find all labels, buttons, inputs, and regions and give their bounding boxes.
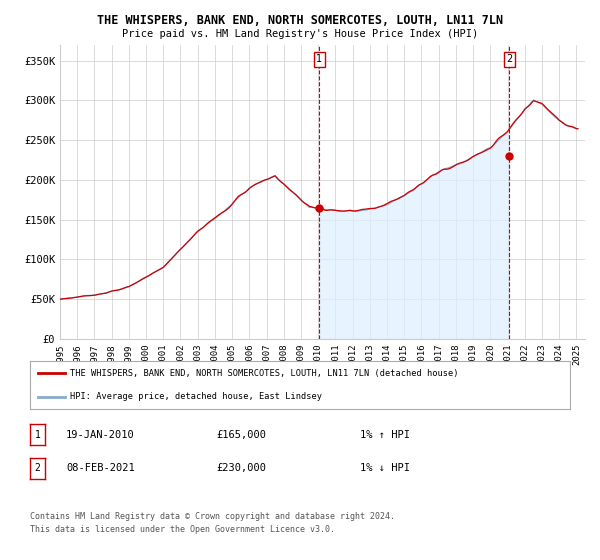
Text: 1: 1 <box>316 54 322 64</box>
Text: THE WHISPERS, BANK END, NORTH SOMERCOTES, LOUTH, LN11 7LN: THE WHISPERS, BANK END, NORTH SOMERCOTES… <box>97 14 503 27</box>
Text: £165,000: £165,000 <box>216 430 266 440</box>
Text: 2: 2 <box>506 54 512 64</box>
Text: Contains HM Land Registry data © Crown copyright and database right 2024.: Contains HM Land Registry data © Crown c… <box>30 512 395 521</box>
Text: THE WHISPERS, BANK END, NORTH SOMERCOTES, LOUTH, LN11 7LN (detached house): THE WHISPERS, BANK END, NORTH SOMERCOTES… <box>71 368 459 377</box>
Text: This data is licensed under the Open Government Licence v3.0.: This data is licensed under the Open Gov… <box>30 525 335 534</box>
Text: 19-JAN-2010: 19-JAN-2010 <box>66 430 135 440</box>
Text: £230,000: £230,000 <box>216 463 266 473</box>
Text: Price paid vs. HM Land Registry's House Price Index (HPI): Price paid vs. HM Land Registry's House … <box>122 29 478 39</box>
Text: 1% ↓ HPI: 1% ↓ HPI <box>360 463 410 473</box>
Text: HPI: Average price, detached house, East Lindsey: HPI: Average price, detached house, East… <box>71 393 323 402</box>
Text: 1% ↑ HPI: 1% ↑ HPI <box>360 430 410 440</box>
Text: 2: 2 <box>35 463 40 473</box>
Text: 08-FEB-2021: 08-FEB-2021 <box>66 463 135 473</box>
Text: 1: 1 <box>35 430 40 440</box>
